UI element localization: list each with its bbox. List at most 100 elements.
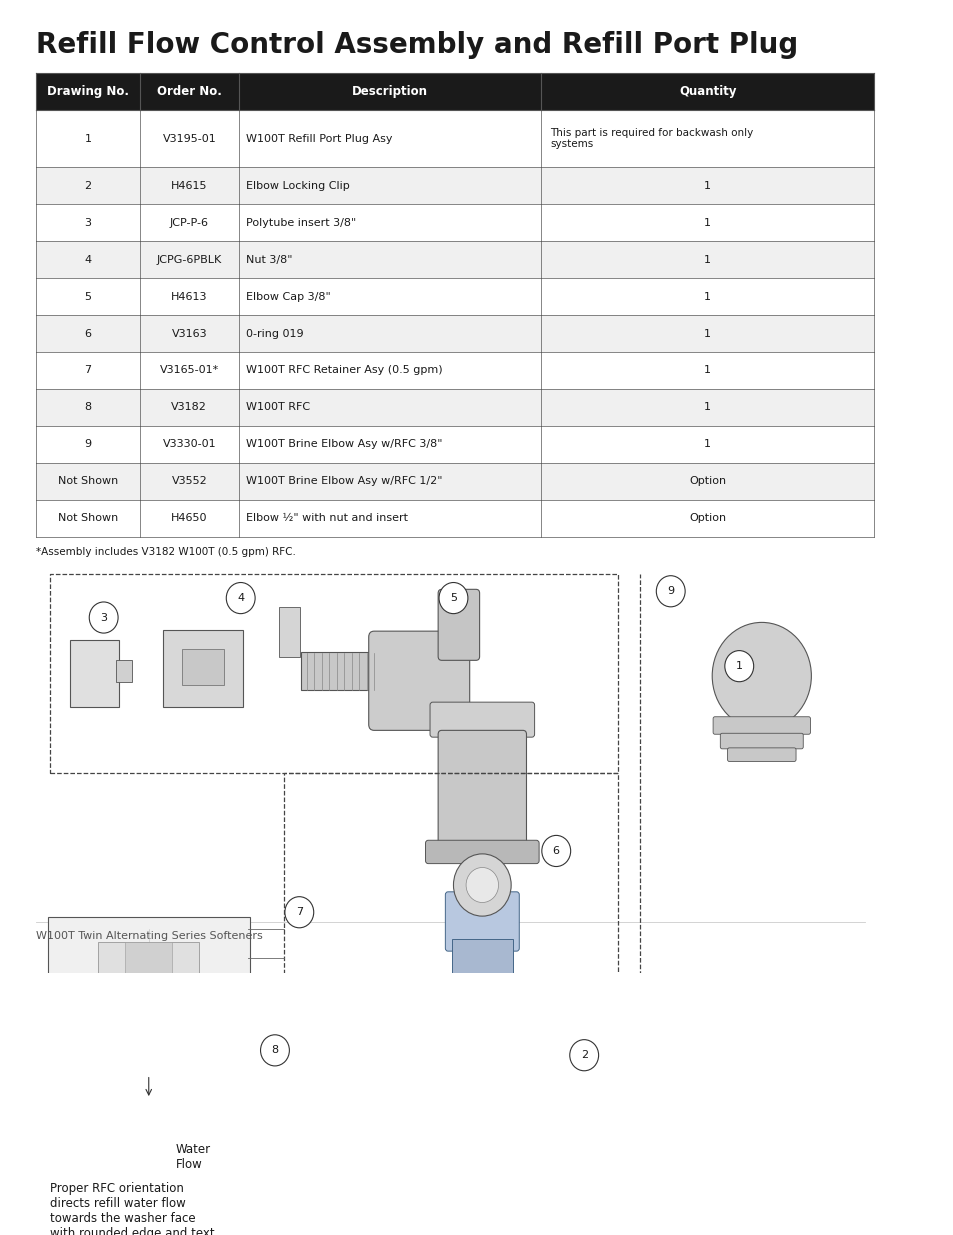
Text: 4: 4 (237, 593, 244, 603)
Text: 8: 8 (84, 403, 91, 412)
Text: H4650: H4650 (171, 514, 208, 524)
Text: V3195-01: V3195-01 (162, 133, 216, 143)
FancyBboxPatch shape (124, 1103, 172, 1139)
FancyBboxPatch shape (36, 352, 874, 389)
FancyBboxPatch shape (437, 589, 479, 661)
Text: 3: 3 (84, 217, 91, 227)
Text: Proper RFC orientation
directs refill water flow
towards the washer face
with ro: Proper RFC orientation directs refill wa… (50, 1182, 217, 1235)
Text: H4615: H4615 (171, 180, 208, 190)
Text: 6: 6 (84, 329, 91, 338)
Text: W100T RFC Retainer Asy (0.5 gpm): W100T RFC Retainer Asy (0.5 gpm) (246, 366, 442, 375)
FancyBboxPatch shape (727, 748, 795, 762)
Text: Polytube insert 3/8": Polytube insert 3/8" (246, 217, 356, 227)
Text: 1: 1 (703, 366, 710, 375)
Text: 7: 7 (295, 908, 302, 918)
FancyBboxPatch shape (36, 463, 874, 500)
Text: V3165-01*: V3165-01* (159, 366, 219, 375)
Text: 1: 1 (703, 291, 710, 301)
Text: *Assembly includes V3182 W100T (0.5 gpm) RFC.: *Assembly includes V3182 W100T (0.5 gpm)… (36, 547, 295, 557)
Text: 1: 1 (703, 403, 710, 412)
Circle shape (90, 601, 118, 634)
Text: 1: 1 (703, 217, 710, 227)
Text: JCP-P-6: JCP-P-6 (170, 217, 209, 227)
FancyBboxPatch shape (182, 648, 223, 684)
Circle shape (656, 576, 684, 606)
Text: 1: 1 (703, 180, 710, 190)
Text: W100T Refill Port Plug Asy: W100T Refill Port Plug Asy (246, 133, 393, 143)
Text: 29: 29 (443, 931, 457, 941)
FancyBboxPatch shape (36, 389, 874, 426)
FancyBboxPatch shape (36, 278, 874, 315)
Text: 1: 1 (735, 661, 742, 671)
Text: W100T RFC: W100T RFC (246, 403, 310, 412)
FancyBboxPatch shape (445, 892, 518, 951)
FancyBboxPatch shape (430, 703, 534, 737)
FancyBboxPatch shape (36, 167, 874, 204)
FancyBboxPatch shape (48, 918, 250, 1178)
FancyBboxPatch shape (720, 734, 802, 748)
FancyBboxPatch shape (425, 840, 538, 863)
Text: W100T Twin Alternating Series Softeners: W100T Twin Alternating Series Softeners (36, 931, 262, 941)
FancyBboxPatch shape (36, 204, 874, 241)
Text: Not Shown: Not Shown (58, 477, 118, 487)
Circle shape (285, 897, 314, 927)
Text: 6: 6 (552, 846, 559, 856)
Text: 4: 4 (84, 254, 91, 264)
Text: V3182: V3182 (172, 403, 207, 412)
FancyBboxPatch shape (301, 652, 379, 690)
Text: Refill Flow Control Assembly and Refill Port Plug: Refill Flow Control Assembly and Refill … (36, 31, 798, 59)
Circle shape (226, 583, 254, 614)
Text: 1: 1 (703, 440, 710, 450)
Text: Drawing No.: Drawing No. (47, 85, 129, 98)
Circle shape (453, 853, 511, 916)
Text: Water
Flow: Water Flow (175, 1142, 211, 1171)
Text: 1: 1 (84, 133, 91, 143)
Text: 9: 9 (84, 440, 91, 450)
FancyBboxPatch shape (553, 1095, 591, 1121)
Circle shape (466, 867, 498, 903)
Text: 2: 2 (84, 180, 91, 190)
Text: 8: 8 (271, 1045, 278, 1056)
Text: Option: Option (688, 514, 725, 524)
Circle shape (192, 1029, 213, 1052)
FancyBboxPatch shape (71, 640, 119, 706)
Text: 1: 1 (703, 254, 710, 264)
FancyBboxPatch shape (36, 315, 874, 352)
Text: JCPG-6PBLK: JCPG-6PBLK (156, 254, 222, 264)
Text: V3163: V3163 (172, 329, 207, 338)
FancyBboxPatch shape (451, 939, 513, 979)
Circle shape (438, 583, 467, 614)
Text: 1: 1 (703, 329, 710, 338)
Text: Description: Description (352, 85, 428, 98)
Text: Elbow Locking Clip: Elbow Locking Clip (246, 180, 350, 190)
FancyBboxPatch shape (98, 942, 199, 1139)
FancyBboxPatch shape (36, 73, 874, 110)
FancyBboxPatch shape (36, 110, 874, 167)
Text: 9: 9 (666, 587, 674, 597)
Text: W100T Brine Elbow Asy w/RFC 3/8": W100T Brine Elbow Asy w/RFC 3/8" (246, 440, 442, 450)
FancyBboxPatch shape (125, 942, 172, 1139)
Text: Not Shown: Not Shown (58, 514, 118, 524)
Circle shape (84, 1029, 106, 1052)
FancyBboxPatch shape (712, 716, 810, 735)
Circle shape (724, 651, 753, 682)
Text: W100T Brine Elbow Asy w/RFC 1/2": W100T Brine Elbow Asy w/RFC 1/2" (246, 477, 442, 487)
FancyBboxPatch shape (116, 661, 132, 682)
Circle shape (541, 835, 570, 867)
Circle shape (260, 1035, 289, 1066)
Text: V3330-01: V3330-01 (162, 440, 216, 450)
Text: 5: 5 (450, 593, 456, 603)
Text: 3: 3 (100, 613, 107, 622)
Circle shape (569, 1040, 598, 1071)
Circle shape (84, 1078, 106, 1100)
FancyBboxPatch shape (36, 500, 874, 537)
FancyBboxPatch shape (36, 241, 874, 278)
FancyBboxPatch shape (369, 631, 469, 730)
FancyBboxPatch shape (459, 972, 504, 998)
Text: This part is required for backwash only
systems: This part is required for backwash only … (549, 127, 752, 149)
Text: 0-ring 019: 0-ring 019 (246, 329, 303, 338)
Text: H4613: H4613 (171, 291, 208, 301)
FancyBboxPatch shape (163, 630, 243, 706)
FancyBboxPatch shape (437, 730, 526, 850)
FancyBboxPatch shape (278, 606, 300, 657)
